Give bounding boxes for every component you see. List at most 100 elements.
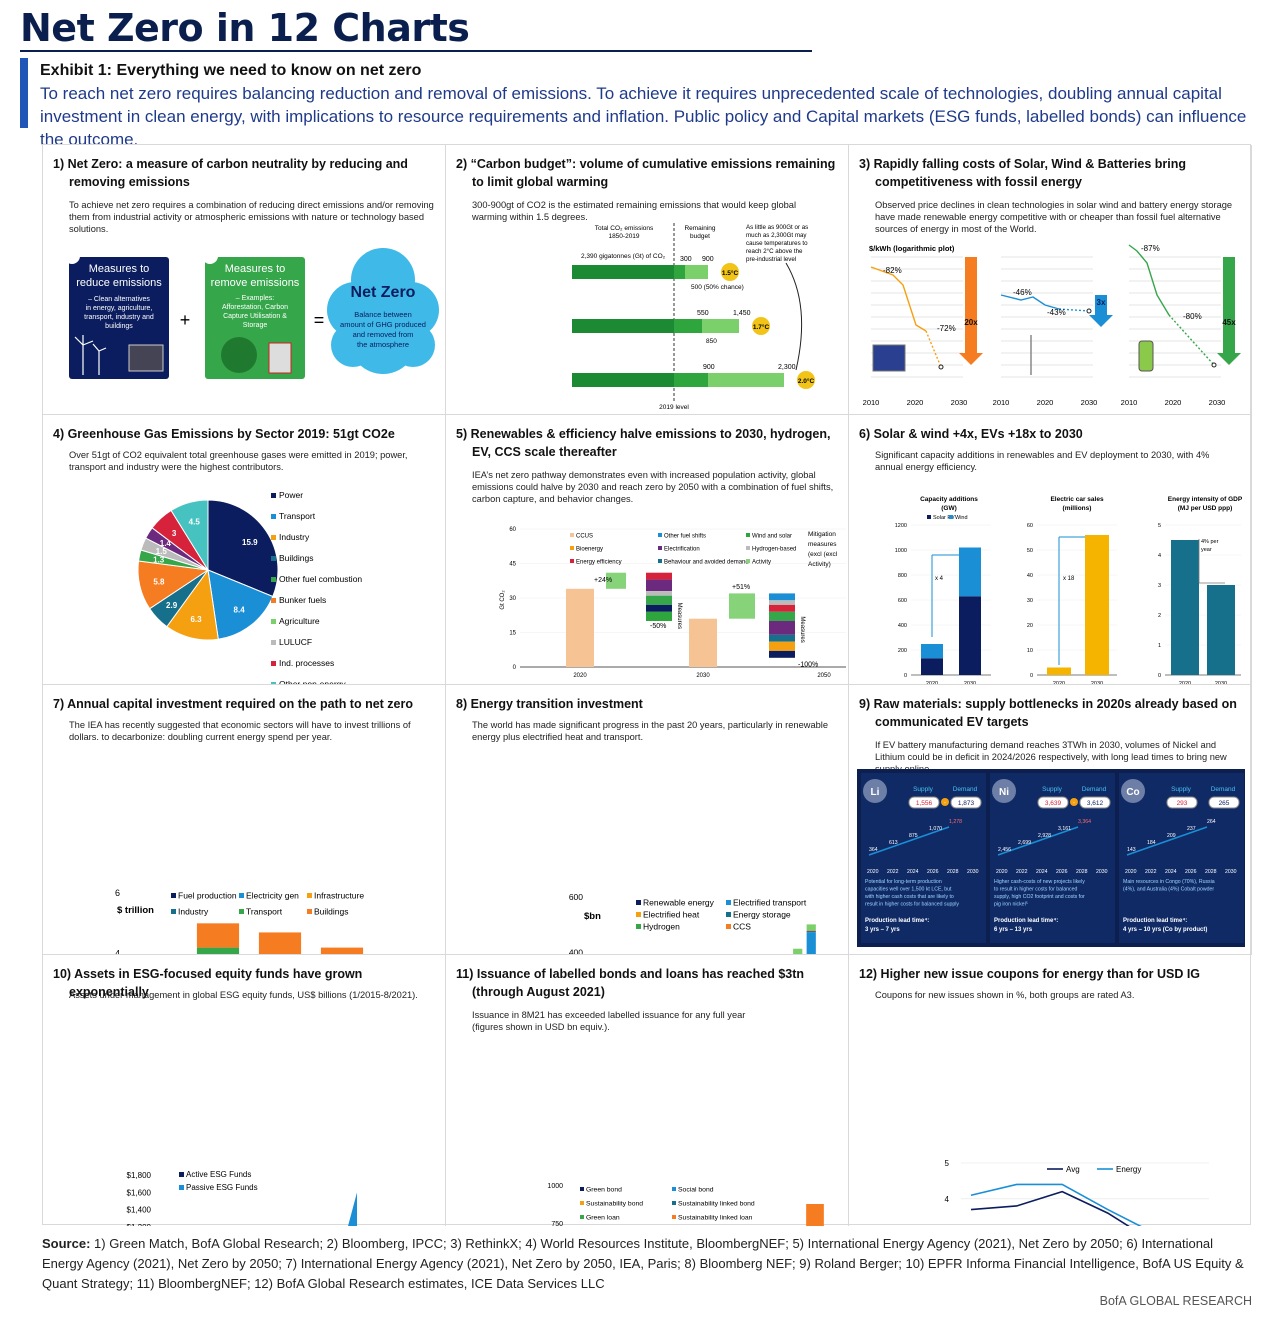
panel-9-title: 9) Raw materials: supply bottlenecks in … <box>859 697 1237 729</box>
lead-time-label: Production lead time⁴: <box>994 918 1058 924</box>
col-total-1: Total CO₂ emissions <box>595 225 654 232</box>
wf-legend-swatch <box>570 559 574 563</box>
raw-year-label: 2024 <box>907 869 919 875</box>
budget-bar-historic <box>572 373 674 387</box>
raw-year-label: 2026 <box>1185 869 1197 875</box>
raw-description: result in higher costs for balanced supp… <box>865 902 959 908</box>
raw-description: capacities well over 1,500 kt LCE, but <box>865 887 952 893</box>
cap2-title-1: Electric car sales <box>1050 496 1104 503</box>
raw-year-label: 2020 <box>867 869 879 875</box>
pie-legend-swatch <box>271 514 276 519</box>
p7-legend-swatch <box>307 893 312 898</box>
cost-year-label: 2010 <box>993 398 1010 407</box>
pie-value-label: 15.9 <box>242 538 258 547</box>
cap-ytick: 200 <box>898 648 907 654</box>
pie-legend-swatch <box>271 598 276 603</box>
budget-high-label: 2,300 <box>778 364 796 371</box>
supply-point-label: 613 <box>889 840 898 846</box>
cap1-bar-solar <box>959 596 981 675</box>
cost-unit-label: $/kWh (logarithmic plot) <box>869 244 955 253</box>
bond-legend-label: Sustainability linked bond <box>678 1201 755 1208</box>
coupon-ytick: 4 <box>945 1195 950 1204</box>
budget-low-label: 550 <box>697 310 709 317</box>
wf-measure-bar <box>646 591 672 596</box>
deficit-icon <box>1070 798 1078 806</box>
panel-12: 12) Higher new issue coupons for energy … <box>849 955 1252 1226</box>
wf-ytick: 0 <box>513 665 517 671</box>
wf-legend-swatch <box>658 559 662 563</box>
wf-legend-label: Activity <box>752 560 771 566</box>
cap1-mult: x 4 <box>935 576 944 582</box>
esg-legend-label: Passive ESG Funds <box>186 1183 258 1192</box>
cap2-bar <box>1047 667 1071 675</box>
p8-legend-swatch <box>726 900 731 905</box>
pie-legend-label: Ind. processes <box>279 658 334 668</box>
bar-segment <box>196 947 240 954</box>
cost-multiple-label: 20x <box>964 318 978 327</box>
cloud-text-4: the atmosphere <box>357 340 409 349</box>
element-symbol: Co <box>1126 787 1139 798</box>
solar-panel-icon <box>128 344 164 372</box>
p8-legend-swatch <box>636 912 641 917</box>
budget-bar-historic <box>572 265 674 279</box>
cap-ytick: 60 <box>1027 523 1033 529</box>
budget-bar-low <box>674 373 708 387</box>
budget-low-label: 900 <box>703 364 715 371</box>
panel-3-desc: Observed price declines in clean technol… <box>875 200 1233 234</box>
cost-decline-chart: $/kWh (logarithmic plot) 20x -82% -72% 2010… <box>863 244 1241 407</box>
ghg-pie-chart: 15.9 8.4 6.3 2.9 5.8 1.31.51.43 4.5 Power Transp… <box>137 490 362 684</box>
cost-year-label: 2020 <box>1165 398 1182 407</box>
budget-bar-low <box>674 319 702 333</box>
cost-year-label: 2030 <box>951 398 968 407</box>
tree-icon <box>221 337 257 373</box>
p8-legend-label: Electrified heat <box>643 910 700 920</box>
demand-pill <box>1208 796 1240 809</box>
cost-year-label: 2030 <box>1081 398 1098 407</box>
wf-measures-label: Measures <box>676 603 682 629</box>
pie-legend-swatch <box>271 682 276 684</box>
wf-legend-swatch <box>746 546 750 550</box>
wf-side-note: Mitigation <box>808 531 836 538</box>
cost-year-label: 2010 <box>863 398 880 407</box>
supply-label: Supply <box>913 786 934 793</box>
panel-1: 1) Net Zero: a measure of carbon neutral… <box>43 145 446 415</box>
y-tick-label: 6 <box>115 888 120 898</box>
pie-legend-swatch <box>271 535 276 540</box>
panel-8-title: 8) Energy transition investment <box>456 697 643 711</box>
p8-unit-label: $bn <box>584 911 601 922</box>
pie-legend-swatch <box>271 619 276 624</box>
reduce-title-2: reduce emissions <box>76 277 162 289</box>
budget-mid-label: 500 (50% chance) <box>691 284 744 291</box>
cap3-bar <box>1171 540 1199 675</box>
pie-legend-swatch <box>271 640 276 645</box>
panel-7-desc: The IEA has recently suggested that econ… <box>69 720 411 742</box>
bar-segment <box>806 924 816 931</box>
cloud-title: Net Zero <box>351 284 416 301</box>
cap-ytick: 0 <box>904 673 907 679</box>
cap-ytick: 1000 <box>895 548 907 554</box>
bond-legend-label: Green bond <box>586 1187 622 1194</box>
cost-year-label: 2010 <box>1121 398 1138 407</box>
wf-side-note: Activity) <box>808 561 831 568</box>
panel-11: 11) Issuance of labelled bonds and loans… <box>446 955 849 1226</box>
raw-description: with higher cash costs that are likely t… <box>865 894 954 900</box>
bond-legend-label: Sustainability bond <box>586 1201 643 1208</box>
raw-year-label: 2022 <box>1145 869 1157 875</box>
net-zero-diagram: Measures to reduce emissions – Clean alt… <box>64 248 439 379</box>
cap-xtick: 2020 <box>1179 681 1191 685</box>
demand-label: Demand <box>1211 786 1236 793</box>
cap-ytick: 4 <box>1158 553 1161 559</box>
panel-6-title: 6) Solar & wind +4x, EVs +18x to 2030 <box>859 427 1083 441</box>
wf-measure-bar <box>769 634 795 642</box>
cap3-note-2: year <box>1201 547 1212 553</box>
cost-line <box>1128 244 1170 316</box>
cost-change-b: -72% <box>937 324 956 333</box>
capital-investment-chart: 02462016-2020203020402050$ trillionFuel … <box>115 888 364 954</box>
cloud-text-1: Balance between <box>354 310 412 319</box>
wf-legend-swatch <box>570 533 574 537</box>
raw-year-label: 2030 <box>1096 869 1108 875</box>
cap3-note-1: 4% per <box>1201 539 1219 545</box>
wf-legend-swatch <box>746 533 750 537</box>
pie-legend-swatch <box>271 577 276 582</box>
